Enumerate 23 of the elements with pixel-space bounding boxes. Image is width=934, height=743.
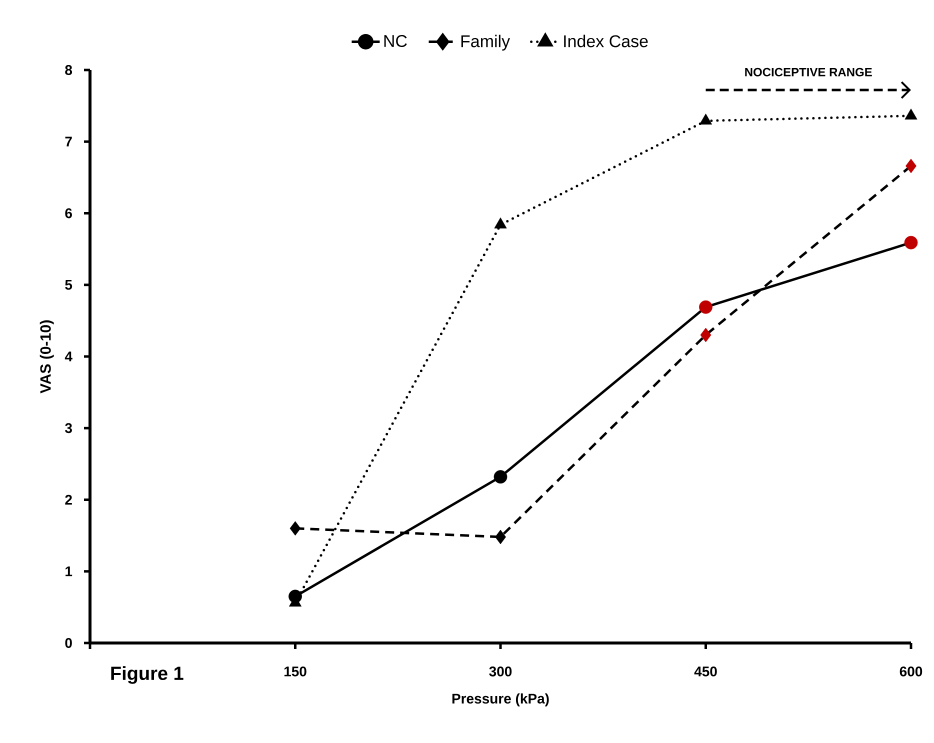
y-tick-label: 7: [65, 136, 72, 146]
y-tick-label: 5: [65, 280, 72, 290]
x-tick-label: 300: [489, 666, 512, 676]
point: [699, 114, 712, 125]
y-tick-label: 2: [65, 494, 72, 505]
x-axis-title: Pressure (kPa): [452, 693, 549, 706]
y-tick-label: 0: [65, 638, 72, 648]
x-tick-label: 150: [284, 666, 306, 676]
caption: Figure 1: [111, 666, 184, 684]
y-tick-label: 6: [65, 208, 72, 218]
y-tick-label: 3: [65, 423, 72, 434]
y-tick-label: 1: [66, 566, 72, 576]
y-tick-label: 4: [64, 352, 72, 362]
point: [904, 108, 918, 120]
point: [494, 217, 507, 228]
y-axis-title: VAS (0-10): [40, 320, 54, 394]
annotation: NOCICEPTIVE RANGE: [745, 68, 872, 76]
legend-label: NC: [384, 35, 407, 48]
legend-label: Index Case: [564, 34, 648, 48]
legend-label: Family: [461, 34, 510, 51]
x-tick-label: 600: [900, 666, 922, 676]
x-tick-label: 450: [694, 666, 717, 676]
y-tick-label: 8: [65, 65, 72, 75]
